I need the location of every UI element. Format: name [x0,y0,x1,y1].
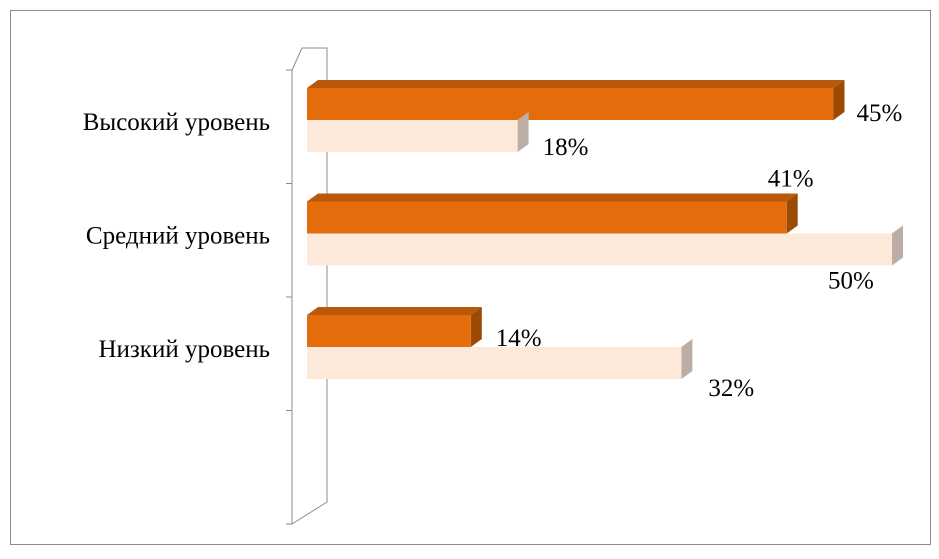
bar [307,347,682,379]
bar-side-face [517,112,529,152]
bar-side-face [681,339,693,379]
bar [307,88,834,120]
bar-side-face [833,80,845,120]
bar-side-face [786,193,798,234]
bar [307,315,471,347]
bar-top-face [307,80,845,88]
data-label: 18% [543,134,589,161]
y-tick-label: Средний уровень [86,223,270,250]
data-label: 41% [768,166,814,193]
bar-side-face [892,225,903,266]
data-label: 50% [828,268,874,295]
y-tick-label: Высокий уровень [83,109,270,136]
bar [307,233,892,266]
data-label: 45% [857,100,903,127]
y-tick-label: Низкий уровень [99,336,271,363]
bar-top-face [307,307,482,315]
bar [307,201,787,234]
bar [307,120,518,152]
bar-top-face [307,193,798,202]
data-label: 14% [496,325,542,352]
data-label: 32% [708,375,754,402]
bar-side-face [470,307,482,347]
